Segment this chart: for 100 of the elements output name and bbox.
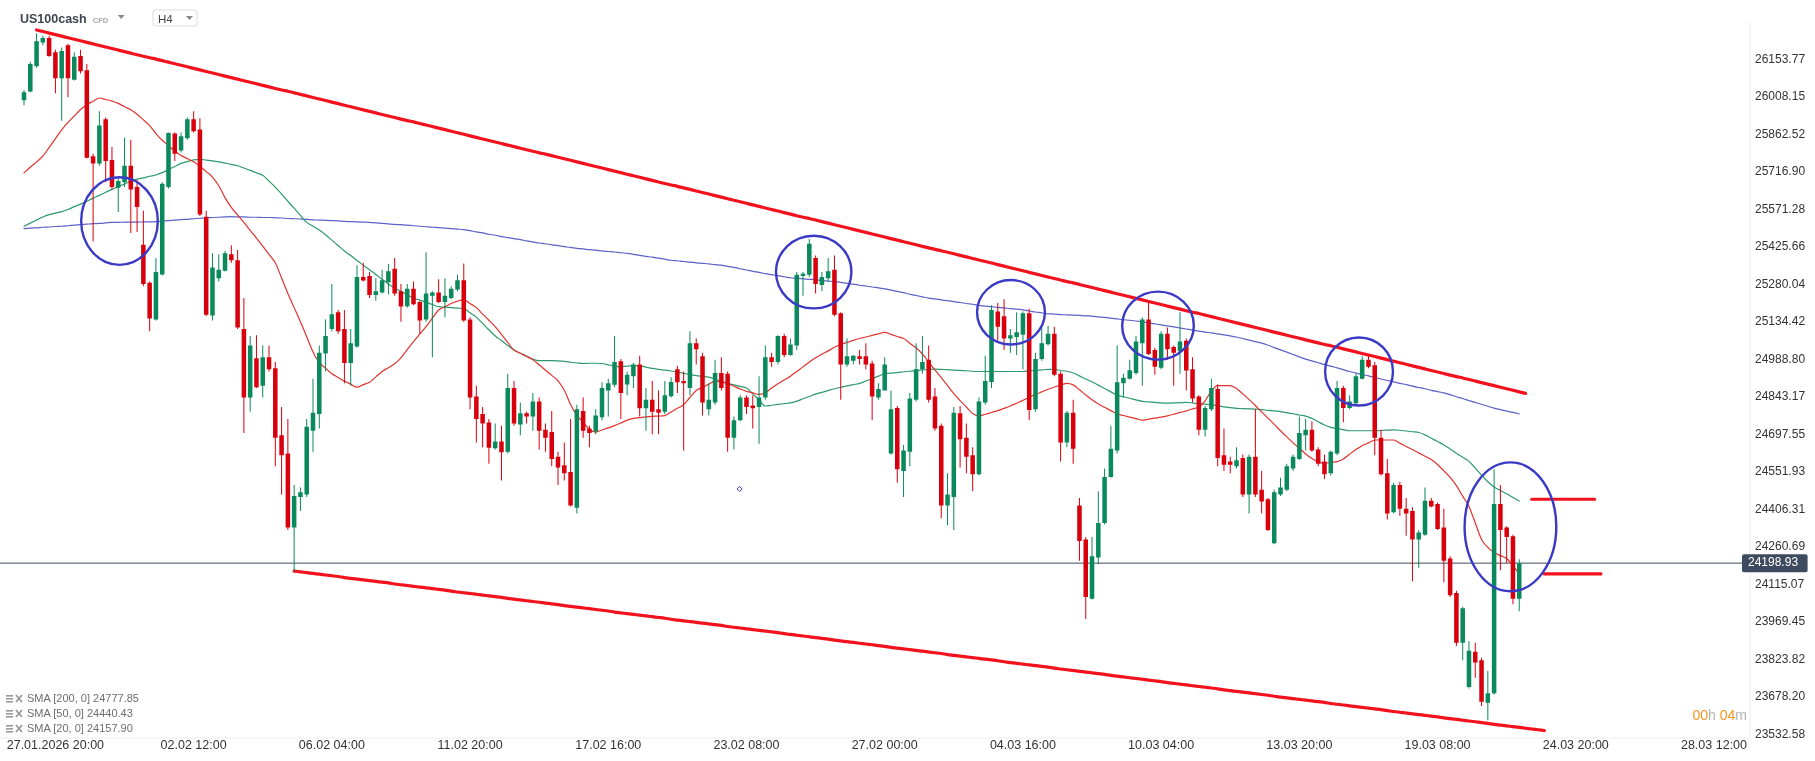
chart-title: US100cash [20, 12, 87, 26]
candlestick [1146, 302, 1151, 356]
candlestick [524, 411, 529, 424]
y-tick-label: 24697.55 [1755, 426, 1806, 441]
candlestick [700, 352, 705, 416]
annotation: SMA [20, 0] 24157.90 [27, 721, 133, 734]
annotation: SMA [50, 0] 24440.43 [27, 706, 133, 719]
x-tick-label: 24.03 20:00 [1542, 738, 1609, 752]
line-series [34, 28, 1528, 395]
y-tick-label: 25862.52 [1755, 126, 1806, 141]
candlestick [901, 444, 906, 497]
x-tick-label: 23.02 08:00 [713, 738, 780, 752]
x-tick-label: 06.02 04:00 [298, 738, 365, 752]
candlestick [455, 274, 460, 292]
x-tick-label: 28.03 12:00 [1680, 738, 1748, 752]
candlestick [1454, 590, 1459, 647]
candlestick [1410, 507, 1415, 582]
candlestick [1209, 378, 1214, 411]
y-tick-label: 25571.28 [1755, 201, 1806, 216]
candlestick [1460, 606, 1465, 661]
line-series [23, 158, 1520, 502]
y-tick-label: 24115.07 [1755, 576, 1805, 591]
candlestick [769, 352, 774, 367]
candlestick [1140, 317, 1145, 386]
x-tick-label: 17.02 16:00 [575, 738, 642, 752]
y-tick-label: 23969.45 [1755, 614, 1806, 629]
candlestick [593, 409, 598, 435]
candlestick [1322, 454, 1327, 479]
x-tick-label: 27.02 00:00 [851, 738, 918, 752]
candlestick [505, 373, 511, 454]
candlestick [53, 49, 58, 94]
x-tick-label: 11.02 20:00 [437, 738, 503, 752]
line-series [23, 216, 1520, 415]
candlestick [1385, 459, 1390, 520]
candlestick [945, 473, 950, 526]
y-tick-label: 24406.31 [1755, 501, 1806, 516]
candlestick [1033, 352, 1038, 412]
line-series [292, 569, 1546, 733]
annotation: 00h 04m [1692, 706, 1747, 723]
candlestick [97, 111, 102, 166]
candlestick [807, 239, 812, 277]
candlestick [920, 335, 925, 374]
candlestick [851, 355, 856, 365]
annotation: H4 [158, 12, 174, 25]
candlestick [78, 49, 83, 74]
candlestick [436, 279, 441, 303]
candlestick [518, 402, 523, 436]
y-tick-label: 24260.69 [1755, 539, 1806, 554]
candlestick [59, 47, 64, 121]
candlestick [1234, 447, 1239, 469]
candlestick [317, 345, 322, 429]
candlestick [926, 345, 931, 403]
candlestick [72, 52, 77, 81]
candlestick [229, 245, 234, 263]
candlestick [1227, 456, 1233, 474]
y-tick-label: 26153.77 [1755, 51, 1806, 66]
candlestick [166, 132, 171, 189]
y-tick-label: 24551.93 [1755, 464, 1806, 479]
candlestick [763, 345, 768, 400]
y-tick-label: 23823.82 [1755, 651, 1806, 666]
x-tick-label: 02.02 12:00 [160, 738, 227, 752]
y-tick-label: 25716.90 [1755, 164, 1806, 179]
candlestick [750, 395, 756, 429]
candlestick [191, 111, 196, 133]
candlestick [1102, 468, 1107, 525]
y-tick-label: 25280.04 [1755, 276, 1806, 291]
candlestick [1096, 491, 1101, 565]
candlestick [1416, 529, 1421, 568]
candlestick [499, 425, 504, 481]
y-tick-label: 26008.15 [1755, 89, 1806, 104]
candlestick [857, 350, 862, 365]
candlestick [813, 255, 818, 294]
y-tick-label: 23532.58 [1755, 726, 1806, 741]
candlestick [342, 309, 347, 384]
x-tick-label: 19.03 08:00 [1404, 738, 1471, 752]
candlestick [386, 264, 391, 295]
y-tick-label: 24988.80 [1755, 351, 1806, 366]
x-tick-label: 10.03 04:00 [1128, 738, 1195, 752]
candlestick [631, 363, 636, 388]
x-tick-label: 27.01.2026 20:00 [6, 738, 105, 752]
candlestick [1391, 482, 1396, 514]
candlestick [587, 425, 592, 448]
y-tick-label: 25134.42 [1755, 314, 1806, 329]
candlestick [1215, 384, 1220, 467]
candlestick [348, 329, 353, 386]
candlestick [938, 423, 944, 519]
candlestick [1278, 477, 1283, 496]
candlestick [895, 406, 900, 483]
y-tick-label: 23678.20 [1755, 689, 1806, 704]
candlestick [430, 291, 435, 358]
y-tick-label: 25425.66 [1755, 239, 1806, 254]
ref-line-label: 24198.93 [1748, 555, 1799, 570]
annotation: SMA [200, 0] 24777.85 [27, 691, 139, 704]
candlestick [260, 345, 265, 398]
x-tick-label: 04.03 16:00 [989, 738, 1056, 752]
candlestick [323, 319, 328, 372]
y-tick-label: 24843.17 [1755, 389, 1806, 404]
candlestick [637, 355, 642, 417]
candlestick [185, 117, 190, 140]
candlestick [235, 249, 240, 329]
